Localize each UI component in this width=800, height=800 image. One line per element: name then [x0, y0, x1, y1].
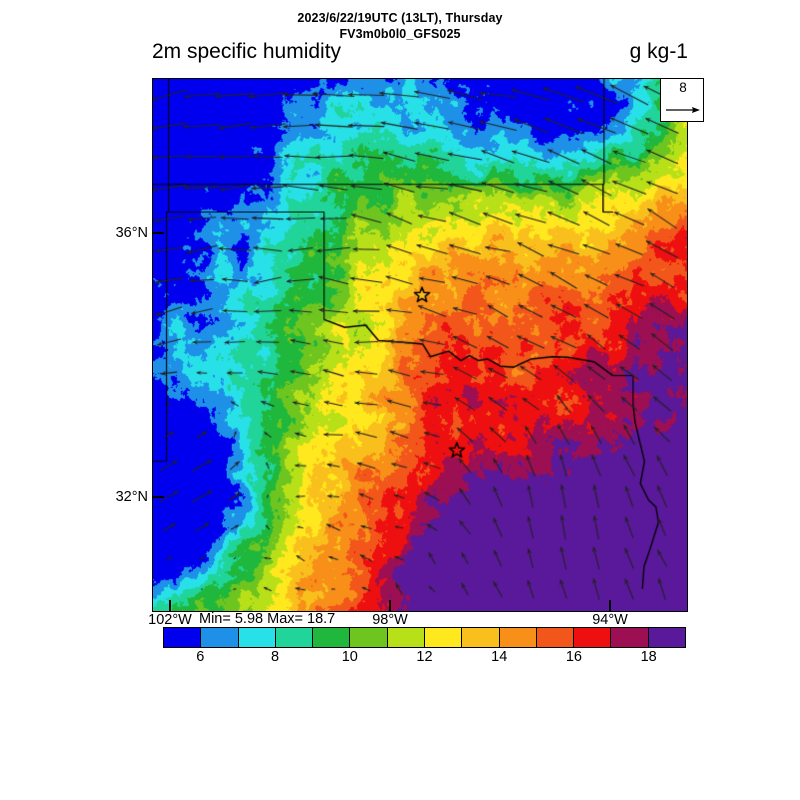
colorbar-segment-0 [164, 628, 202, 647]
lon-tick-label-94w: 94°W [592, 612, 628, 628]
header-date: 2023/6/22/19UTC (13LT), Thursday [297, 11, 503, 25]
lon-tick-mark-102w [169, 600, 171, 612]
lat-tick-label-32n: 32°N [115, 489, 148, 505]
lon-tick-mark-98w [389, 600, 391, 612]
lon-tick-label-98w: 98°W [372, 612, 408, 628]
colorbar-segment-3 [275, 628, 314, 647]
colorbar-segment-4 [313, 628, 351, 647]
colorbar-tick-10: 10 [341, 649, 358, 665]
colorbar-segment-13 [648, 628, 685, 647]
colorbar-segment-9 [499, 628, 537, 647]
wind-vector-arrow-icon [666, 107, 700, 113]
colorbar-tick-6: 6 [196, 649, 205, 665]
lat-tick-mark-32n [152, 496, 164, 498]
colorbar-tick-labels: 6 8 10 12 14 16 18 [163, 649, 686, 669]
colorbar-segment-6 [387, 628, 425, 647]
colorbar-segment-7 [424, 628, 463, 647]
colorbar-tick-14: 14 [491, 649, 508, 665]
minmax-stats-label: Min= 5.98 Max= 18.7 [199, 611, 336, 627]
colorbar[interactable] [163, 627, 686, 648]
colorbar-segment-1 [201, 628, 239, 647]
lon-tick-label-102w: 102°W [148, 612, 192, 628]
humidity-heatmap-canvas [153, 79, 687, 611]
colorbar-tick-8: 8 [271, 649, 280, 665]
lat-tick-label-36n: 36°N [115, 225, 148, 241]
wind-key-value: 8 [679, 80, 687, 95]
colorbar-segment-10 [536, 628, 575, 647]
colorbar-segment-8 [462, 628, 500, 647]
map-plot-area[interactable] [152, 78, 688, 612]
colorbar-tick-12: 12 [416, 649, 433, 665]
units-label: g kg-1 [629, 40, 688, 63]
colorbar-segment-5 [350, 628, 388, 647]
lon-tick-mark-94w [609, 600, 611, 612]
colorbar-segment-12 [611, 628, 649, 647]
header-model: FV3m0b0l0_GFS025 [339, 27, 461, 41]
colorbar-segment-2 [238, 628, 276, 647]
page-title: 2m specific humidity [152, 40, 342, 63]
lat-tick-mark-36n [152, 232, 164, 234]
colorbar-tick-16: 16 [565, 649, 582, 665]
colorbar-segment-11 [574, 628, 612, 647]
colorbar-tick-18: 18 [640, 649, 657, 665]
wind-reference-key: 8 [660, 78, 704, 122]
